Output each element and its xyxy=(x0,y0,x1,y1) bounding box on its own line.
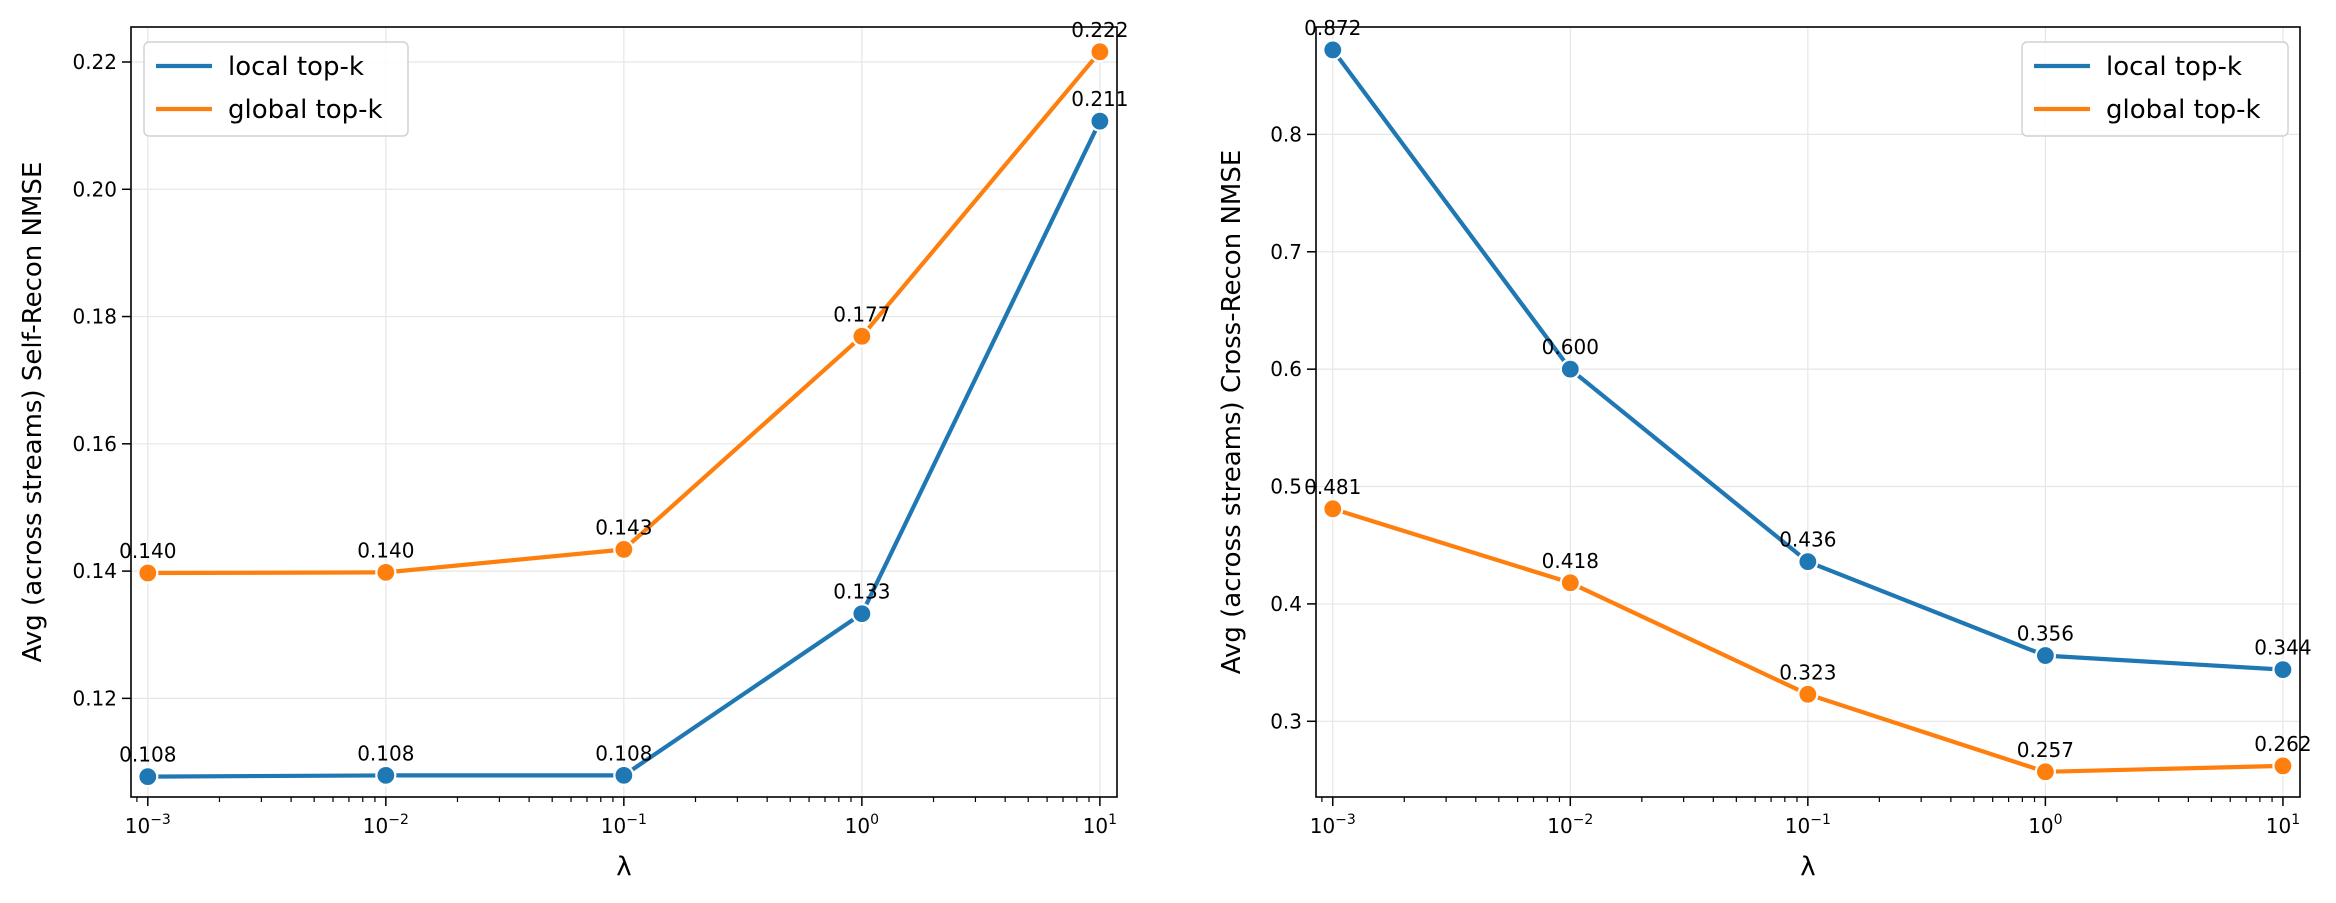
data-label: 0.600 xyxy=(1542,335,1599,359)
series-global-top-k: 0.481 0.418 0.323 0.257 0.262 xyxy=(1304,475,2312,783)
x-tick-label: 10−1 xyxy=(601,812,647,838)
data-point xyxy=(1089,41,1111,63)
y-axis-label: Avg (across streams) Cross-Recon NMSE xyxy=(1217,150,1247,675)
data-label: 0.323 xyxy=(1779,660,1836,684)
data-label: 0.140 xyxy=(119,539,176,563)
data-point xyxy=(2272,659,2294,681)
x-tick-label: 10−1 xyxy=(1785,812,1831,838)
legend-label: global top-k xyxy=(2106,95,2261,125)
y-axis-label: Avg (across streams) Self-Recon NMSE xyxy=(18,162,48,663)
data-label: 0.108 xyxy=(595,741,652,765)
data-label: 0.177 xyxy=(833,302,890,326)
data-point xyxy=(1797,683,1819,705)
data-point xyxy=(613,538,635,561)
data-label: 0.257 xyxy=(2017,738,2074,762)
data-label: 0.356 xyxy=(2017,622,2074,646)
data-point xyxy=(375,561,397,583)
series-global-top-k: 0.140 0.140 0.143 0.177 0.222 xyxy=(119,18,1129,584)
plot-frame xyxy=(1315,26,2301,798)
y-tick-label: 0.18 xyxy=(72,305,117,329)
y-tick-label: 0.22 xyxy=(72,50,117,74)
data-point xyxy=(1797,551,1819,573)
x-tick-label: 101 xyxy=(2266,812,2300,838)
plot-frame xyxy=(130,26,1118,798)
y-tick-label: 0.7 xyxy=(1270,240,1302,264)
x-tick-label: 101 xyxy=(1083,812,1117,838)
data-point xyxy=(2034,644,2056,667)
data-point xyxy=(1559,358,1581,380)
y-tick-label: 0.4 xyxy=(1270,592,1302,616)
data-point xyxy=(851,325,873,347)
chart-panel-2: 10−3 10−2 10−1 100 101 0.3 0.4 0.5 0.6 0.7 0.8 λ Avg… xyxy=(1217,16,2312,882)
y-tick-label: 0.3 xyxy=(1270,709,1302,733)
legend-label: global top-k xyxy=(228,95,383,125)
data-point xyxy=(375,764,397,786)
legend-label: local top-k xyxy=(2106,52,2242,82)
chart-panel-1: 10−3 10−2 10−1 100 1010.120.140.160.180.200.… xyxy=(18,18,1129,882)
y-tick-label: 0.8 xyxy=(1270,122,1302,146)
data-label: 0.262 xyxy=(2254,732,2311,756)
data-point xyxy=(137,562,159,584)
data-label: 0.418 xyxy=(1542,549,1599,573)
y-tick-label: 0.14 xyxy=(72,559,117,583)
data-point xyxy=(1089,110,1111,132)
data-label: 0.222 xyxy=(1071,18,1128,42)
data-label: 0.872 xyxy=(1304,16,1361,40)
x-tick-label: 10−2 xyxy=(1547,812,1593,838)
data-label: 0.140 xyxy=(357,538,414,562)
series-local-top-k: 0.872 0.600 0.436 0.356 0.344 xyxy=(1304,16,2312,681)
y-tick-label: 0.16 xyxy=(72,432,117,456)
x-axis-label: λ xyxy=(1800,852,1815,882)
legend: local top-k global top-k xyxy=(143,41,409,137)
y-tick-label: 0.12 xyxy=(72,686,117,710)
data-point xyxy=(1559,572,1581,594)
x-tick-label: 100 xyxy=(2028,812,2062,838)
data-point xyxy=(1322,498,1344,520)
data-point xyxy=(613,764,635,786)
data-label: 0.481 xyxy=(1304,475,1361,499)
data-label: 0.436 xyxy=(1779,528,1836,552)
legend: local top-k global top-k xyxy=(2021,41,2289,137)
data-label: 0.211 xyxy=(1071,87,1128,111)
data-label: 0.108 xyxy=(357,741,414,765)
series-local-top-k: 0.108 0.108 0.108 0.133 0.211 xyxy=(119,87,1129,788)
data-point xyxy=(137,766,159,788)
y-tick-label: 0.20 xyxy=(72,177,117,201)
data-label: 0.108 xyxy=(119,743,176,767)
x-axis-label: λ xyxy=(616,852,631,882)
x-tick-label: 10−3 xyxy=(125,812,171,838)
data-label: 0.344 xyxy=(2254,636,2311,660)
data-label: 0.133 xyxy=(833,580,890,604)
x-tick-label: 100 xyxy=(845,812,879,838)
y-tick-label: 0.5 xyxy=(1270,475,1302,499)
data-point xyxy=(851,603,873,625)
legend-label: local top-k xyxy=(228,52,364,82)
data-point xyxy=(1322,39,1344,61)
y-tick-label: 0.6 xyxy=(1270,357,1302,381)
x-tick-label: 10−2 xyxy=(363,812,409,838)
x-tick-label: 10−3 xyxy=(1310,812,1356,838)
data-point xyxy=(2272,755,2294,777)
data-point xyxy=(2034,761,2056,783)
data-label: 0.143 xyxy=(595,515,652,539)
